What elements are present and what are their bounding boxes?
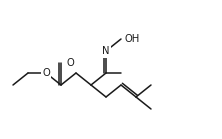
Text: OH: OH <box>124 34 139 44</box>
Text: N: N <box>102 46 110 56</box>
Text: O: O <box>42 68 50 78</box>
Text: O: O <box>66 58 74 68</box>
